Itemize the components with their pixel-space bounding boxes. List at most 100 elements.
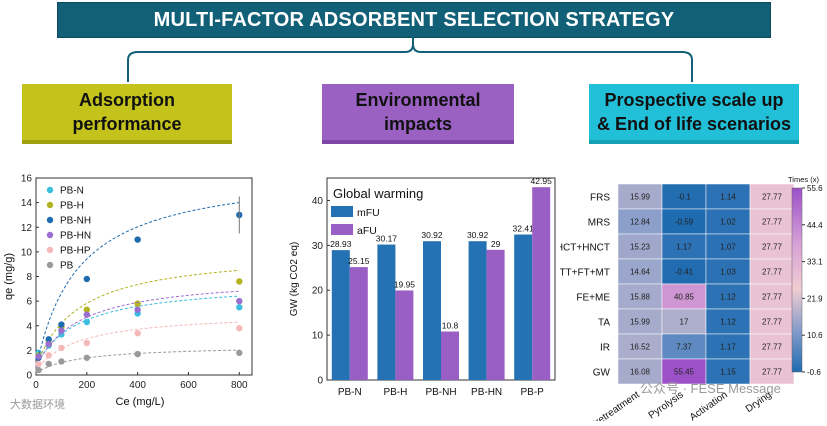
x-tick-label: PB-P — [521, 387, 545, 398]
data-point — [45, 341, 52, 348]
data-point — [83, 306, 91, 313]
bar-value-label: 28.93 — [330, 239, 352, 249]
data-point — [236, 304, 243, 311]
legend-marker — [46, 261, 54, 269]
bar — [377, 244, 396, 380]
bar-value-label: 10.8 — [442, 321, 459, 331]
x-tick-label: 400 — [129, 380, 146, 391]
heatmap-cell — [749, 233, 795, 260]
cell-value-label: 1.07 — [720, 243, 736, 252]
legend-marker — [46, 231, 54, 239]
cell-value-label: 40.85 — [674, 293, 695, 302]
row-label: TA — [598, 318, 610, 329]
data-point — [134, 306, 141, 313]
data-point — [83, 275, 91, 283]
row-label: GW — [593, 368, 611, 379]
bar — [468, 241, 487, 380]
data-point — [83, 354, 91, 361]
cell-value-label: 27.77 — [762, 268, 783, 277]
page-title: MULTI-FACTOR ADSORBENT SELECTION STRATEG… — [153, 8, 675, 31]
heatmap-cell — [661, 333, 707, 360]
x-tick-label: PB-H — [383, 387, 407, 398]
heatmap-cell — [661, 208, 707, 235]
data-point — [35, 353, 42, 360]
cell-value-label: 15.99 — [630, 318, 651, 327]
legend-marker — [46, 246, 54, 254]
data-point — [35, 360, 42, 368]
box-line: impacts — [383, 114, 453, 134]
x-axis-label: Ce (mg/L) — [116, 396, 165, 408]
watermark-right: 公众号 · FESE Message — [640, 381, 781, 396]
colorbar-tick-label: -0.6 — [807, 368, 821, 377]
y-tick-label: 30 — [312, 241, 324, 252]
data-point — [236, 349, 243, 357]
heatmap-cell — [749, 308, 795, 335]
bar-value-label: 32.41 — [513, 224, 535, 234]
row-label: IR — [600, 343, 610, 354]
heatmap-cell — [661, 283, 707, 310]
x-tick-label: 800 — [231, 380, 248, 391]
data-point — [58, 358, 65, 365]
heatmap-cell — [705, 283, 751, 310]
y-tick-label: 10 — [21, 247, 33, 258]
heatmap-cell — [661, 183, 707, 210]
fit-line — [35, 321, 240, 371]
bar-value-label: 42.95 — [531, 176, 553, 186]
legend-label: PB-H — [60, 201, 84, 212]
heatmap-cell — [705, 233, 751, 260]
bar — [486, 249, 505, 380]
isotherm-chart: 0 200 400 600 800 0 2 4 6 8 10 12 14 16 Ce (mg/L) qe (m… — [0, 170, 262, 421]
cell-value-label: 27.77 — [762, 368, 783, 377]
fit-line — [35, 202, 240, 369]
x-tick-label: PB-NH — [425, 387, 456, 398]
legend-label: PB — [60, 261, 74, 272]
legend-label: PB-HP — [60, 246, 91, 257]
scale-up-box: Prospective scale up & End of life scena… — [589, 84, 799, 144]
bar — [395, 290, 414, 380]
cell-value-label: 27.77 — [762, 343, 783, 352]
heatmap-cell — [705, 208, 751, 235]
isotherm-chart-svg: 0 200 400 600 800 0 2 4 6 8 10 12 14 16 Ce (mg/L) qe (m… — [3, 174, 253, 408]
heatmap-cell — [705, 183, 751, 210]
heatmap-cell — [617, 283, 663, 310]
heatmap-cell — [749, 358, 795, 385]
cell-value-label: 27.77 — [762, 293, 783, 302]
data-point — [45, 352, 52, 359]
cell-value-label: 27.77 — [762, 218, 783, 227]
cell-value-label: 15.23 — [630, 243, 651, 252]
data-point — [58, 344, 65, 352]
legend-swatch — [331, 206, 353, 217]
bar-value-label: 30.17 — [376, 234, 398, 244]
data-point — [236, 297, 243, 305]
cell-value-label: 15.99 — [630, 193, 651, 202]
heatmap-cell — [617, 308, 663, 335]
y-axis-label: qe (mg/g) — [3, 253, 15, 300]
heatmap-cell — [749, 183, 795, 210]
cell-value-label: 1.15 — [720, 368, 736, 377]
scaleup-heatmap: FRS 15.99 -0.1 1.14 27.77 MRS 12.84 -0.59 1.02 27… — [556, 170, 827, 426]
legend-marker — [46, 201, 54, 209]
cell-value-label: 1.14 — [720, 193, 736, 202]
legend-label: PB-NH — [60, 216, 91, 227]
heatmap-cell — [661, 308, 707, 335]
cell-value-label: 1.02 — [720, 218, 736, 227]
data-point — [83, 339, 91, 347]
box-line: & End of life scenarios — [596, 114, 792, 134]
data-point — [134, 350, 141, 358]
heatmap-cell — [617, 208, 663, 235]
colorbar-tick-label: 33.1 — [807, 258, 823, 267]
x-tick-label: 200 — [78, 380, 95, 391]
x-tick-label: PB-HN — [471, 387, 502, 398]
cell-value-label: 16.52 — [630, 343, 651, 352]
y-tick-label: 40 — [312, 196, 324, 207]
legend-label: PB-HN — [60, 231, 91, 242]
y-tick-label: 10 — [312, 331, 324, 342]
bar — [441, 331, 459, 380]
y-tick-label: 8 — [26, 272, 32, 283]
cell-value-label: -0.1 — [677, 193, 691, 202]
y-tick-label: 12 — [21, 223, 33, 234]
heatmap-cell — [661, 358, 707, 385]
box-line: Environmental — [355, 90, 481, 110]
legend-marker — [46, 216, 54, 224]
heatmap-cell — [661, 233, 707, 260]
